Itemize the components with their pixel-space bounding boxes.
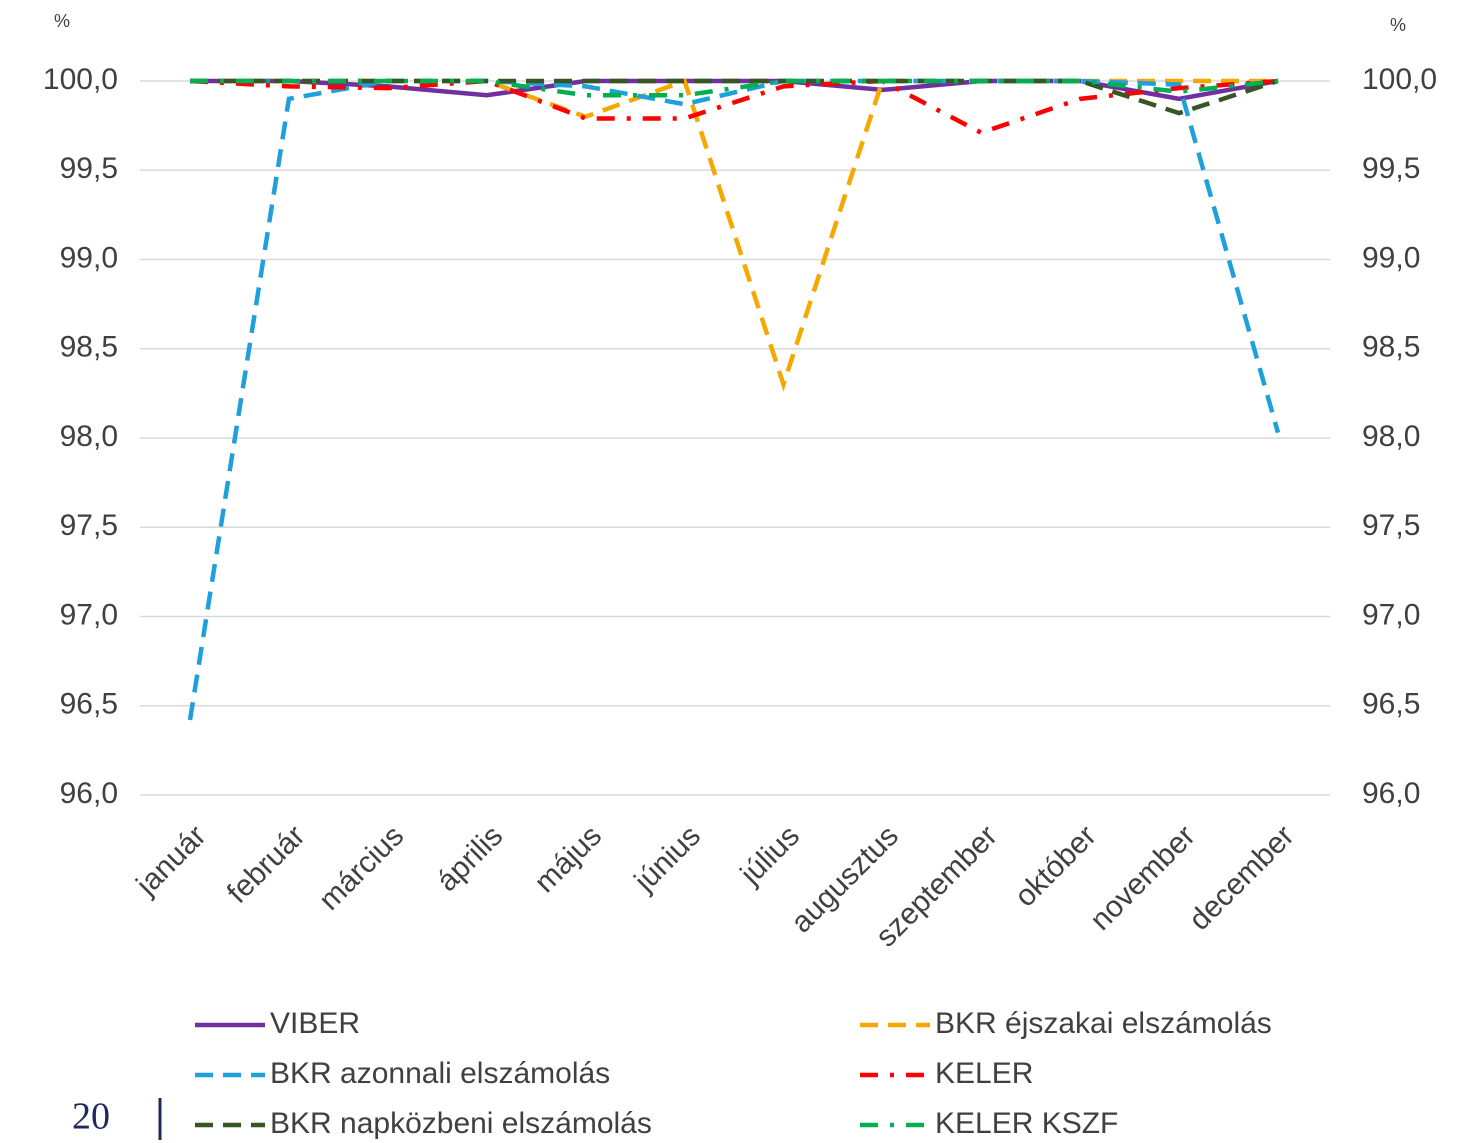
y-tick-label: 99,5 <box>60 152 118 185</box>
y-tick-label: 97,0 <box>60 598 118 631</box>
y2-tick-label: 99,5 <box>1362 152 1420 185</box>
y-tick-label: 99,0 <box>60 241 118 274</box>
y2-tick-label: 96,5 <box>1362 688 1420 721</box>
y-tick-label: 100,0 <box>43 63 118 96</box>
y-tick-label: 98,5 <box>60 331 118 364</box>
legend-label: VIBER <box>270 1007 360 1040</box>
x-tick-label: november <box>1084 819 1202 937</box>
y2-tick-label: 97,5 <box>1362 509 1420 542</box>
y2-tick-label: 99,0 <box>1362 241 1420 274</box>
y-tick-label: 96,5 <box>60 688 118 721</box>
y2-tick-label: 98,0 <box>1362 420 1420 453</box>
y-tick-label: 98,0 <box>60 420 118 453</box>
legend-label: KELER KSZF <box>935 1107 1118 1140</box>
x-tick-label: április <box>431 819 510 898</box>
series-line <box>187 78 1281 721</box>
y2-tick-label: 96,0 <box>1362 777 1420 810</box>
y-tick-label: 96,0 <box>60 777 118 810</box>
x-tick-label: június <box>628 819 707 898</box>
series-line <box>190 78 1279 116</box>
x-tick-label: július <box>734 819 806 891</box>
y2-tick-label: 97,0 <box>1362 598 1420 631</box>
legend-label: KELER <box>935 1057 1033 1090</box>
y2-tick-label: 100,0 <box>1362 63 1437 96</box>
x-tick-label: február <box>221 819 312 910</box>
legend-label: BKR éjszakai elszámolás <box>935 1007 1272 1040</box>
y2-tick-label: 98,5 <box>1362 331 1420 364</box>
page-number: 20 <box>72 1096 110 1138</box>
x-tick-label: május <box>528 819 608 899</box>
x-tick-label: január <box>130 819 213 902</box>
legend-label: BKR azonnali elszámolás <box>270 1057 610 1090</box>
series-line <box>189 78 1279 136</box>
legend-label: BKR napközbeni elszámolás <box>270 1107 652 1140</box>
y2-unit: % <box>1390 15 1406 35</box>
y-tick-label: 97,5 <box>60 509 118 542</box>
x-tick-label: december <box>1183 819 1301 937</box>
series-line <box>190 78 1278 392</box>
x-tick-label: október <box>1009 819 1103 913</box>
x-tick-label: március <box>313 819 411 917</box>
y-unit: % <box>54 11 70 31</box>
